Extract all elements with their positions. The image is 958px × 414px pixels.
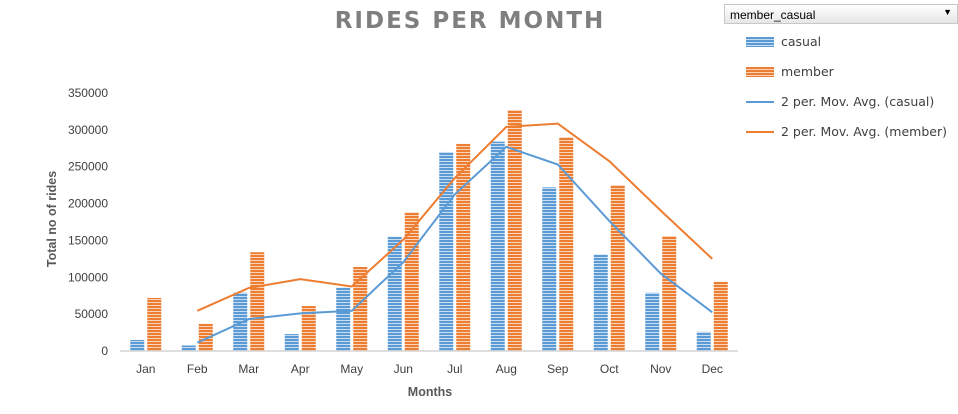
bar-casual xyxy=(490,141,505,351)
bar-casual xyxy=(284,334,299,351)
legend-label: member xyxy=(781,64,834,79)
x-axis-label: Months xyxy=(408,385,452,399)
member-moving-average-line xyxy=(196,122,713,312)
x-tick-label: Sep xyxy=(547,362,569,376)
chevron-down-icon[interactable]: ▼ xyxy=(943,7,952,17)
casual-moving-average-line xyxy=(196,145,713,344)
y-axis-ticks: 0 50000 100000 150000 200000 250000 300000 3500… xyxy=(68,86,108,358)
x-tick-label: Aug xyxy=(496,362,517,376)
y-tick-label: 350000 xyxy=(68,86,108,100)
bar-member xyxy=(250,252,265,351)
x-tick-label: Feb xyxy=(187,362,208,376)
bar-casual xyxy=(696,331,711,351)
chart-title: RIDES PER MONTH xyxy=(334,8,606,34)
bar-casual xyxy=(130,339,145,351)
bar-member xyxy=(507,109,522,351)
x-tick-label: Jan xyxy=(136,362,155,376)
bar-member xyxy=(353,266,368,351)
legend-label: casual xyxy=(781,34,822,49)
y-tick-label: 100000 xyxy=(68,270,108,284)
bar-member xyxy=(662,236,677,351)
x-tick-label: Jun xyxy=(394,362,413,376)
legend-swatch-member xyxy=(746,67,774,77)
bar-member xyxy=(198,323,213,351)
bar-member xyxy=(301,306,316,351)
bar-member xyxy=(456,143,471,351)
y-tick-label: 150000 xyxy=(68,233,108,247)
y-tick-label: 200000 xyxy=(68,197,108,211)
x-tick-label: Apr xyxy=(291,362,310,376)
bar-member xyxy=(610,185,625,351)
bar-member xyxy=(404,212,419,351)
y-tick-label: 250000 xyxy=(68,160,108,174)
legend-swatch-casual-line xyxy=(746,101,774,103)
x-tick-label: Jul xyxy=(447,362,462,376)
legend-swatch-member-line xyxy=(746,131,774,133)
bar-casual xyxy=(542,187,557,351)
bar-casual xyxy=(233,292,248,351)
legend-label: 2 per. Mov. Avg. (member) xyxy=(781,124,947,139)
bar-casual xyxy=(593,254,608,351)
y-tick-label: 50000 xyxy=(75,307,109,321)
x-tick-label: Nov xyxy=(650,362,671,376)
bar-member xyxy=(559,137,574,351)
x-axis-ticks: Jan Feb Mar Apr May Jun Jul Aug Sep Oct Nov Dec xyxy=(136,362,723,376)
y-tick-label: 300000 xyxy=(68,123,108,137)
bar-casual xyxy=(336,287,351,351)
filter-selected-value: member_casual xyxy=(730,8,816,22)
x-tick-label: Mar xyxy=(238,362,259,376)
y-tick-label: 0 xyxy=(101,344,108,358)
legend-label: 2 per. Mov. Avg. (casual) xyxy=(781,94,935,109)
bar-casual xyxy=(645,292,660,351)
bar-casual xyxy=(387,236,402,351)
bar-member xyxy=(713,281,728,351)
bar-member xyxy=(147,297,162,351)
x-tick-label: Oct xyxy=(600,362,619,376)
x-tick-label: May xyxy=(340,362,363,376)
y-axis-label: Total no of rides xyxy=(45,171,59,267)
x-tick-label: Dec xyxy=(702,362,723,376)
legend-swatch-casual xyxy=(746,37,774,47)
casual-bars xyxy=(130,141,711,351)
bar-casual xyxy=(181,345,196,351)
